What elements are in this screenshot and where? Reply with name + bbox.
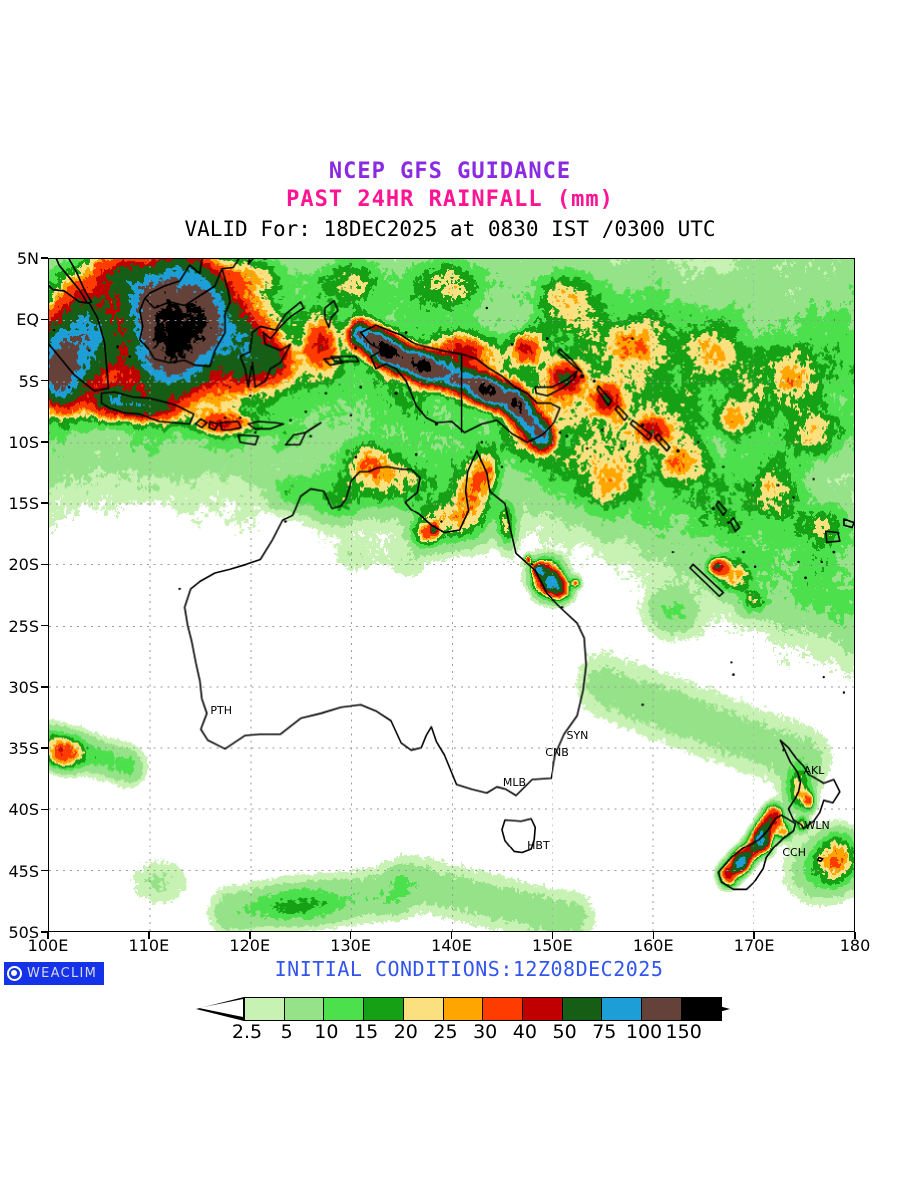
- longitude-tick: [551, 932, 554, 939]
- colorbar-cell: [521, 997, 563, 1021]
- colorbar-tick: 30: [473, 1021, 498, 1043]
- colorbar-cell: [244, 997, 285, 1021]
- colorbar-cell: [402, 997, 444, 1021]
- latitude-label: 35S: [8, 739, 39, 759]
- longitude-label: 110E: [128, 936, 170, 955]
- longitude-label: 180: [839, 936, 871, 955]
- longitude-label: 130E: [330, 936, 371, 955]
- latitude-tick: [41, 257, 48, 259]
- colorbar-tick: 50: [552, 1021, 577, 1043]
- colorbar-cell: [363, 997, 405, 1021]
- colorbar-tick-labels: 2.5 5 10 15 20 25 30 40 50 75 100 150: [196, 1021, 730, 1045]
- colorbar-cell: [283, 997, 325, 1021]
- longitude-tick: [148, 932, 150, 939]
- initial-conditions-label: INITIAL CONDITIONS:12Z08DEC2025: [274, 957, 664, 981]
- colorbar-cell: [323, 997, 365, 1021]
- city-label-cnb: CNB: [545, 745, 569, 759]
- latitude-tick: [41, 318, 48, 321]
- title-block: NCEP GFS GUIDANCE PAST 24HR RAINFALL (mm…: [0, 158, 900, 244]
- rainfall-raster: [49, 259, 854, 931]
- colorbar: [196, 997, 730, 1021]
- longitude-tick: [349, 932, 352, 939]
- latitude-label: 50S: [8, 923, 39, 942]
- colorbar-cell: [601, 997, 643, 1021]
- longitude-label: 100E: [27, 936, 69, 955]
- city-label-wln: WLN: [804, 819, 830, 833]
- city-label-mlb: MLB: [502, 776, 527, 790]
- colorbar-tick: 150: [665, 1021, 702, 1043]
- latitude-tick: [41, 808, 48, 811]
- colorbar-tick: 5: [280, 1021, 293, 1043]
- colorbar-tick: 75: [592, 1021, 617, 1043]
- colorbar-tick: 10: [314, 1021, 339, 1043]
- latitude-tick: [41, 686, 48, 688]
- latitude-tick: [41, 379, 48, 382]
- latitude-label: 5N: [16, 249, 39, 268]
- weaclim-label: WEACLIM: [27, 966, 98, 981]
- colorbar-cell: [641, 997, 683, 1021]
- latitude-label: 10S: [8, 432, 39, 452]
- latitude-label: 20S: [8, 555, 39, 575]
- colorbar-tick: 100: [625, 1021, 663, 1043]
- longitude-tick: [249, 932, 251, 939]
- latitude-label: 5S: [18, 371, 39, 391]
- city-label-syn: SYN: [566, 728, 589, 742]
- colorbar-over-arrow: [686, 997, 730, 1021]
- latitude-label: 40S: [8, 800, 39, 820]
- longitude-tick: [47, 932, 49, 939]
- city-label-akl: AKL: [803, 764, 825, 778]
- city-label-hbt: HBT: [527, 838, 550, 852]
- longitude-label: 160E: [632, 936, 674, 955]
- title-valid-time: VALID For: 18DEC2025 at 0830 IST /0300 U…: [184, 217, 716, 241]
- latitude-label: 25S: [8, 616, 39, 636]
- colorbar-cell: [442, 997, 484, 1021]
- latitude-tick: [41, 931, 48, 933]
- longitude-tick: [753, 932, 755, 939]
- title-model: NCEP GFS GUIDANCE: [328, 159, 572, 184]
- colorbar-under-fill: [199, 999, 243, 1018]
- latitude-tick: [41, 747, 48, 749]
- colorbar-tick: 2.5: [231, 1021, 263, 1043]
- colorbar-cells: [244, 997, 722, 1021]
- colorbar-tick: 25: [433, 1021, 458, 1043]
- latitude-label: 15S: [8, 494, 39, 514]
- longitude-label: 150E: [532, 936, 573, 955]
- latitude-tick: [41, 624, 48, 627]
- latitude-label: 45S: [8, 861, 39, 881]
- longitude-label: 140E: [431, 936, 472, 955]
- latitude-tick: [41, 502, 48, 504]
- city-label-pth: PTH: [210, 704, 233, 718]
- latitude-tick: [41, 563, 48, 566]
- map-plot-area: PTH SYN CNB MLB HBT AKL WLN CCH: [48, 258, 855, 932]
- colorbar-tick: 20: [393, 1021, 418, 1043]
- colorbar-cell: [482, 997, 524, 1021]
- latitude-tick: [41, 441, 48, 443]
- colorbar-tick: 40: [512, 1021, 537, 1043]
- latitude-tick: [41, 869, 48, 872]
- weaclim-circle-icon: [7, 966, 22, 981]
- longitude-tick: [450, 932, 453, 939]
- colorbar-tick: 15: [354, 1021, 379, 1043]
- latitude-label: EQ: [16, 310, 39, 330]
- longitude-tick: [854, 932, 856, 939]
- longitude-tick: [652, 932, 654, 939]
- colorbar-cell: [561, 997, 603, 1021]
- longitude-label: 170E: [733, 936, 775, 955]
- city-label-cch: CCH: [782, 846, 806, 860]
- weaclim-logo: WEACLIM: [4, 962, 105, 985]
- title-variable: PAST 24HR RAINFALL (mm): [286, 187, 614, 212]
- longitude-label: 120E: [229, 936, 271, 955]
- latitude-label: 30S: [8, 677, 39, 697]
